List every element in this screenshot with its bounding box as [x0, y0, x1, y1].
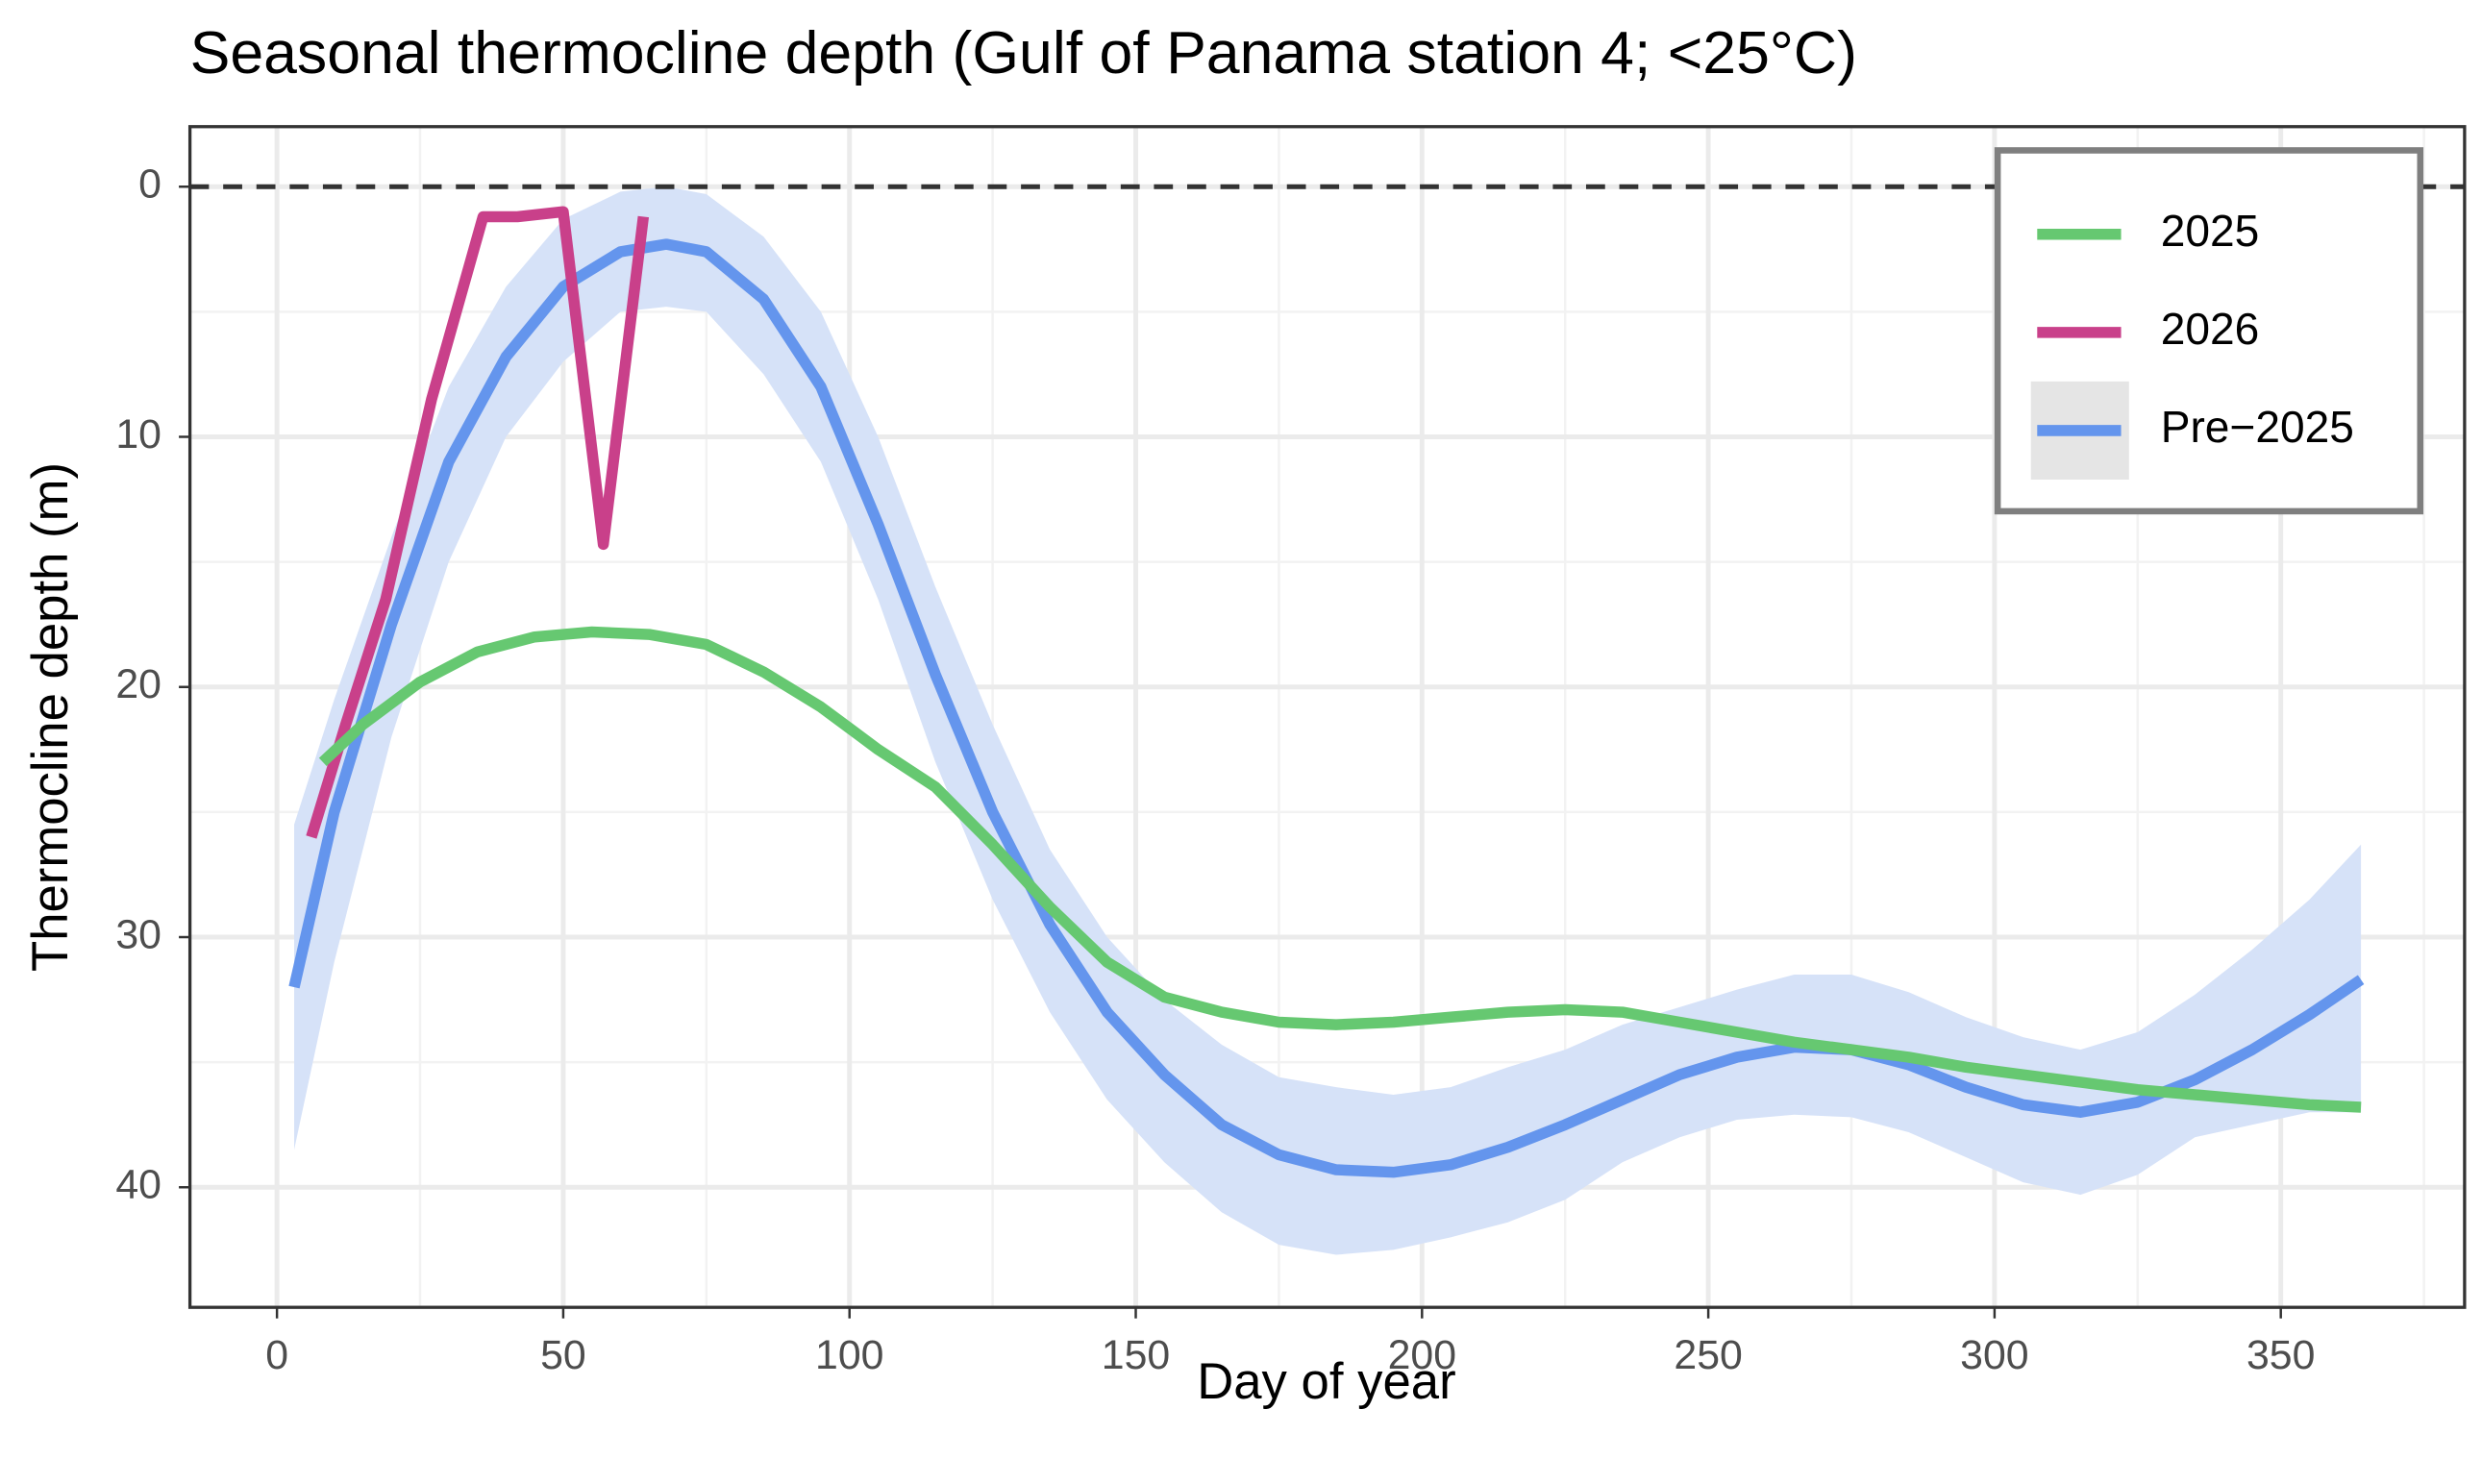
series-line: [318, 626, 2362, 1113]
series-line: [306, 206, 650, 839]
chart-title: Seasonal thermocline depth (Gulf of Pana…: [190, 19, 1857, 87]
legend-label: Pre−2025: [2161, 402, 2354, 452]
x-axis-title: Day of year: [1197, 1353, 1455, 1410]
x-tick-label: 350: [2246, 1332, 2315, 1378]
x-tick-label: 300: [1960, 1332, 2028, 1378]
y-tick-label: 10: [115, 411, 161, 458]
legend-label: 2026: [2161, 304, 2260, 354]
y-tick-label: 0: [138, 161, 161, 208]
y-axis-title: Thermocline depth (m): [22, 462, 79, 972]
y-tick-label: 40: [115, 1162, 161, 1208]
confidence-band: [293, 186, 2362, 1255]
x-tick-label: 100: [815, 1332, 883, 1378]
plot-frame: [187, 125, 2467, 1309]
x-tick-label: 50: [540, 1332, 586, 1378]
x-tick-label: 0: [265, 1332, 288, 1378]
y-tick-label: 20: [115, 661, 161, 707]
x-tick-label: 250: [1674, 1332, 1742, 1378]
legend-label: 2025: [2161, 206, 2260, 256]
x-tick-label: 150: [1102, 1332, 1170, 1378]
series-line: [288, 238, 2365, 1178]
x-tick-label: 200: [1388, 1332, 1456, 1378]
y-tick-label: 30: [115, 911, 161, 957]
